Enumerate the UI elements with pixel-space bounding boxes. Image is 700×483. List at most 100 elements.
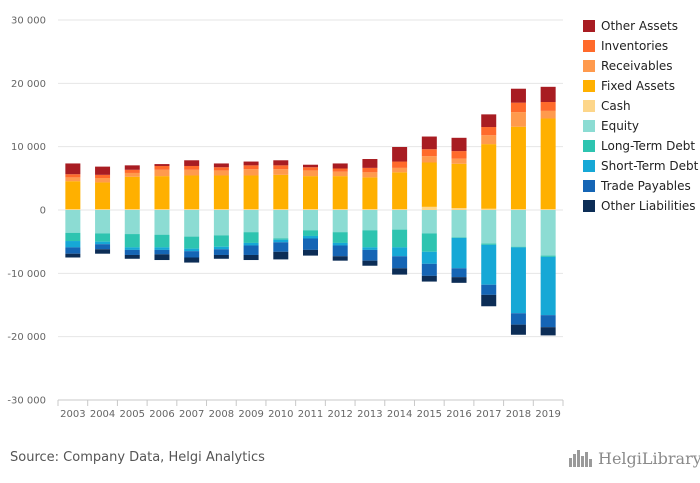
bar-trade-payables-2009 [243, 245, 259, 255]
bar-receivables-2005 [124, 172, 140, 177]
logo-icon [569, 450, 592, 467]
bar-short-term-debt-2007 [184, 248, 200, 252]
y-tick-label: -30 000 [7, 396, 46, 407]
bar-receivables-2006 [154, 169, 170, 177]
bar-inventories-2008 [213, 167, 229, 171]
bar-trade-payables-2015 [421, 263, 437, 276]
bar-other-liabilities-2016 [451, 277, 467, 283]
bar-trade-payables-2004 [95, 244, 111, 250]
bar-receivables-2003 [65, 177, 81, 182]
bar-fixed-assets-2003 [65, 181, 81, 210]
bar-short-term-debt-2013 [362, 247, 378, 250]
legend-swatch-long-term-debt [583, 140, 595, 152]
bar-inventories-2010 [273, 165, 289, 170]
bar-receivables-2004 [95, 178, 111, 183]
bars [65, 86, 556, 336]
legend-swatch-receivables [583, 60, 595, 72]
bar-receivables-2008 [213, 170, 229, 176]
bar-inventories-2009 [243, 165, 259, 170]
bar-trade-payables-2010 [273, 242, 289, 252]
bar-other-assets-2015 [421, 136, 437, 150]
bar-other-assets-2016 [451, 137, 467, 152]
bar-other-liabilities-2018 [510, 324, 526, 335]
bar-long-term-debt-2009 [243, 232, 259, 243]
bar-trade-payables-2017 [481, 284, 497, 295]
bar-fixed-assets-2013 [362, 177, 378, 210]
x-tick-label: 2019 [535, 409, 560, 420]
bar-fixed-assets-2007 [184, 175, 200, 210]
x-tick-label: 2008 [209, 409, 234, 420]
x-tick-label: 2017 [476, 409, 501, 420]
bar-cash-2005 [124, 209, 140, 210]
x-tick-label: 2003 [60, 409, 85, 420]
bar-short-term-debt-2018 [510, 247, 526, 314]
bar-other-assets-2012 [332, 163, 348, 169]
bar-fixed-assets-2010 [273, 174, 289, 210]
bar-long-term-debt-2015 [421, 233, 437, 252]
bar-inventories-2014 [392, 161, 408, 168]
bar-cash-2003 [65, 209, 81, 210]
bar-cash-2012 [332, 209, 348, 210]
bar-inventories-2004 [95, 174, 111, 179]
bar-equity-2018 [510, 210, 526, 247]
bar-other-liabilities-2005 [124, 254, 140, 259]
bar-other-liabilities-2011 [303, 249, 318, 256]
bar-other-liabilities-2014 [392, 268, 408, 275]
bar-short-term-debt-2016 [451, 237, 467, 269]
bar-equity-2008 [213, 210, 229, 236]
legend-label-inventories: Inventories [601, 39, 668, 53]
bar-short-term-debt-2017 [481, 244, 497, 285]
bar-inventories-2012 [332, 168, 348, 172]
bar-receivables-2011 [303, 170, 318, 177]
x-tick-label: 2015 [417, 409, 442, 420]
bar-equity-2007 [184, 210, 200, 237]
bar-inventories-2007 [184, 165, 200, 170]
bar-other-liabilities-2009 [243, 254, 259, 261]
y-tick-label: 30 000 [11, 16, 46, 27]
bar-short-term-debt-2008 [213, 246, 229, 250]
y-tick-label: -20 000 [7, 332, 46, 343]
legend: Other Assets Inventories Receivables Fixed … [583, 19, 699, 213]
bar-other-assets-2017 [481, 114, 497, 128]
bar-long-term-debt-2006 [154, 234, 170, 248]
bar-equity-2006 [154, 210, 170, 235]
legend-label-fixed-assets: Fixed Assets [601, 79, 675, 93]
bar-short-term-debt-2009 [243, 242, 259, 246]
bar-fixed-assets-2015 [421, 162, 437, 207]
bar-equity-2003 [65, 210, 81, 233]
bar-long-term-debt-2018 [510, 246, 526, 248]
bar-receivables-2010 [273, 169, 289, 175]
legend-swatch-equity [583, 120, 595, 132]
bar-cash-2004 [95, 209, 111, 210]
bar-trade-payables-2012 [332, 245, 348, 257]
helgi-library-logo: HelgiLibrary [568, 448, 700, 468]
bar-fixed-assets-2008 [213, 175, 229, 210]
bar-receivables-2009 [243, 169, 259, 176]
bar-cash-2016 [451, 208, 467, 210]
legend-swatch-short-term-debt [583, 160, 595, 172]
bar-inventories-2013 [362, 167, 378, 173]
legend-label-other-assets: Other Assets [601, 19, 678, 33]
bar-trade-payables-2014 [392, 256, 408, 269]
bar-cash-2013 [362, 209, 378, 210]
bar-other-liabilities-2015 [421, 275, 437, 282]
bar-equity-2019 [540, 210, 556, 256]
bar-other-liabilities-2008 [213, 254, 229, 259]
bar-cash-2011 [303, 209, 318, 210]
bar-cash-2006 [154, 209, 170, 210]
bar-inventories-2016 [451, 151, 467, 159]
bar-short-term-debt-2010 [273, 239, 289, 243]
legend-swatch-trade-payables [583, 180, 595, 192]
bar-short-term-debt-2004 [95, 241, 111, 245]
bar-fixed-assets-2019 [540, 118, 556, 210]
bar-equity-2016 [451, 210, 467, 238]
bar-trade-payables-2016 [451, 268, 467, 278]
bar-other-liabilities-2010 [273, 251, 289, 260]
bar-cash-2015 [421, 206, 437, 210]
bar-short-term-debt-2005 [124, 247, 140, 250]
bar-short-term-debt-2015 [421, 251, 437, 264]
bar-fixed-assets-2005 [124, 176, 140, 210]
bar-fixed-assets-2014 [392, 172, 408, 210]
bar-other-liabilities-2007 [184, 257, 200, 263]
